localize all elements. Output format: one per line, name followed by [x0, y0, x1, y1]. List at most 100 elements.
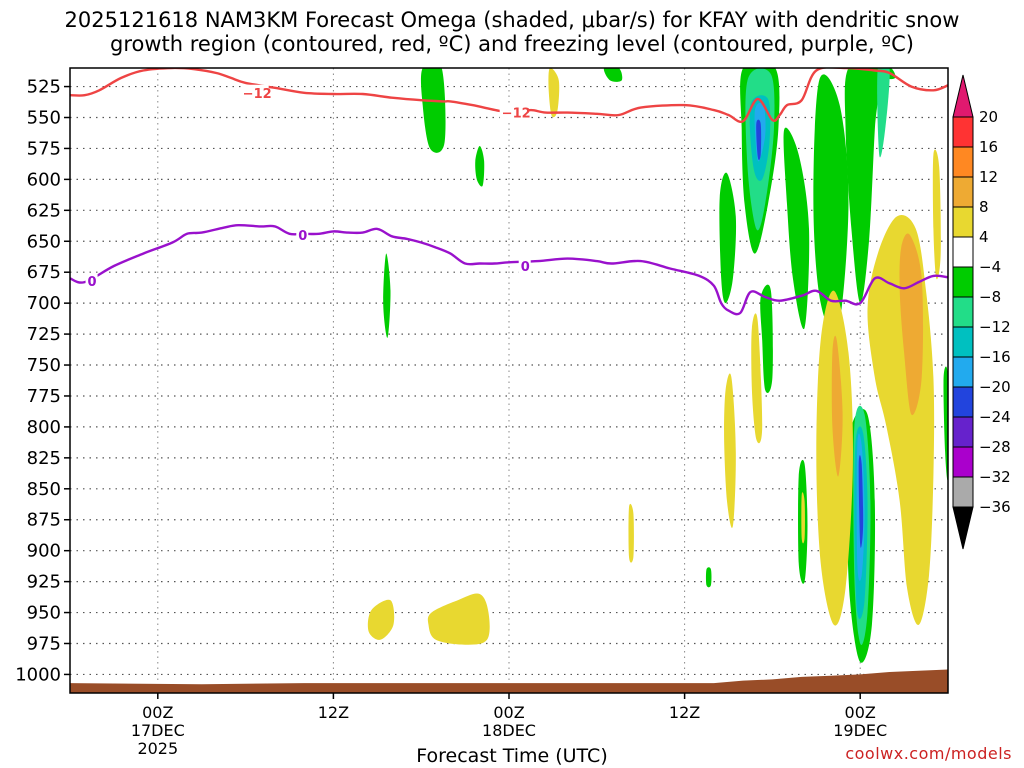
omega-green-8: [783, 127, 810, 330]
x-tick-year-0: 2025: [137, 739, 178, 758]
freezing-level-0-label-bg-0: [85, 272, 98, 289]
colorbar-label-4: 4: [979, 228, 989, 246]
terrain-layer: [70, 669, 948, 693]
dgz-minus12-line: [70, 68, 948, 123]
y-tick-label-650: 650: [27, 231, 61, 252]
y-tick-label-950: 950: [27, 603, 61, 624]
omega-green-15: [705, 567, 712, 588]
omega-green-3: [383, 253, 391, 338]
y-tick-label-550: 550: [27, 108, 61, 129]
colorbar-segment-6: [952, 296, 974, 328]
freezing-level-0-label-1: 0: [298, 229, 307, 244]
colorbar-label-8: −16: [979, 348, 1011, 366]
dgz-minus12-label-bg-1: [499, 104, 528, 121]
chart-title-line-1: 2025121618 NAM3KM Forecast Omega (shaded…: [64, 8, 960, 32]
x-tick-date-24: 18DEC: [482, 721, 536, 740]
omega-orange-1: [899, 233, 924, 416]
omega-green-5: [719, 172, 737, 304]
colorbar-segment-10: [952, 416, 974, 448]
x-tick-label-0: 00Z: [142, 703, 173, 722]
colorbar-segment-9: [952, 386, 974, 418]
colorbar-segment-2: [952, 176, 974, 208]
dgz-minus12-label-0: −12: [243, 87, 272, 102]
x-tick-date-0: 17DEC: [131, 721, 185, 740]
colorbar-label-3: 8: [979, 198, 989, 216]
x-tick-label-12: 12Z: [318, 703, 349, 722]
y-tick-label-575: 575: [27, 138, 61, 159]
omega-yellow-2: [367, 599, 395, 640]
y-tick-label-675: 675: [27, 262, 61, 283]
y-tick-label-625: 625: [27, 200, 61, 221]
freezing-level-0-label-0: 0: [88, 275, 97, 290]
colorbar-segment-12: [952, 476, 974, 508]
colorbar-label-13: −36: [979, 498, 1011, 516]
omega-yellow-1: [548, 68, 560, 118]
omega-green-14: [943, 366, 948, 481]
omega-green-2: [475, 146, 485, 187]
chart-title-line-2: growth region (contoured, red, ºC) and f…: [110, 32, 914, 56]
freezing-level-0-label-2: 0: [521, 260, 530, 275]
colorbar-label-11: −28: [979, 438, 1011, 456]
colorbar-segment-8: [952, 356, 974, 388]
y-tick-label-850: 850: [27, 479, 61, 500]
axis-layer: 525 550 575 600 625 650 675 700 725 750 775 800 825 8…: [15, 77, 887, 758]
colorbar-segment-1: [952, 146, 974, 178]
x-tick-label-48: 00Z: [845, 703, 876, 722]
colorbar-label-10: −24: [979, 408, 1011, 426]
colorbar-segment-4: [952, 236, 974, 268]
omega-yellow-5: [801, 492, 805, 544]
omega-yellow-3: [427, 593, 490, 645]
colorbar-label-2: 12: [979, 168, 998, 186]
x-tick-date-48: 19DEC: [833, 721, 887, 740]
omega-green-1: [420, 68, 446, 153]
y-tick-label-925: 925: [27, 572, 61, 593]
colorbar-top-arrow: [952, 74, 974, 118]
omega-shading-layer: [367, 68, 948, 663]
omega-darkblue-2: [858, 455, 864, 548]
x-tick-label-24: 00Z: [493, 703, 524, 722]
omega-green-10: [844, 68, 881, 304]
freezing-level-0-line: [70, 223, 948, 316]
y-tick-label-875: 875: [27, 510, 61, 531]
omega-teal-2: [877, 68, 890, 158]
colorbar-segment-11: [952, 446, 974, 478]
colorbar-segment-5: [952, 266, 974, 298]
colorbar-label-1: 16: [979, 138, 998, 156]
colorbar-label-7: −12: [979, 318, 1011, 336]
y-tick-label-750: 750: [27, 355, 61, 376]
y-tick-label-975: 975: [27, 633, 61, 654]
dgz-minus12-label-bg-0: [240, 84, 269, 101]
colorbar-label-0: 20: [979, 108, 998, 126]
y-tick-label-700: 700: [27, 293, 61, 314]
omega-green-4: [603, 68, 623, 82]
colorbar: 20 16 12 8 4 −4 −8 −12 −16 −20 −24 −28 −32 −36: [952, 74, 1011, 550]
y-tick-label-725: 725: [27, 324, 61, 345]
colorbar-label-5: −4: [979, 258, 1001, 276]
omega-yellow-8: [816, 290, 853, 626]
colorbar-segment-7: [952, 326, 974, 358]
freezing-level-0-label-bg-1: [296, 227, 309, 244]
y-tick-label-600: 600: [27, 169, 61, 190]
colorbar-label-12: −32: [979, 468, 1011, 486]
y-tick-label-775: 775: [27, 386, 61, 407]
omega-yellow-4: [628, 503, 634, 563]
colorbar-label-9: −20: [979, 378, 1011, 396]
colorbar-segment-3: [952, 206, 974, 238]
colorbar-segment-0: [952, 116, 974, 148]
y-tick-label-525: 525: [27, 77, 61, 98]
omega-green-7: [760, 284, 773, 394]
colorbar-label-6: −8: [979, 288, 1001, 306]
omega-darkblue-1: [756, 119, 762, 161]
y-tick-label-900: 900: [27, 541, 61, 562]
x-tick-label-36: 12Z: [669, 703, 700, 722]
omega-green-9: [813, 74, 849, 334]
omega-orange-2: [831, 335, 843, 477]
contour-layer: −12 −12 0 0 0: [70, 68, 948, 316]
x-axis-title: Forecast Time (UTC): [416, 745, 608, 767]
colorbar-bottom-arrow: [952, 506, 974, 550]
y-tick-label-800: 800: [27, 417, 61, 438]
credit-text: coolwx.com/models: [845, 744, 1012, 763]
freezing-level-0-label-bg-2: [518, 258, 531, 275]
surface-fill: [70, 669, 948, 693]
